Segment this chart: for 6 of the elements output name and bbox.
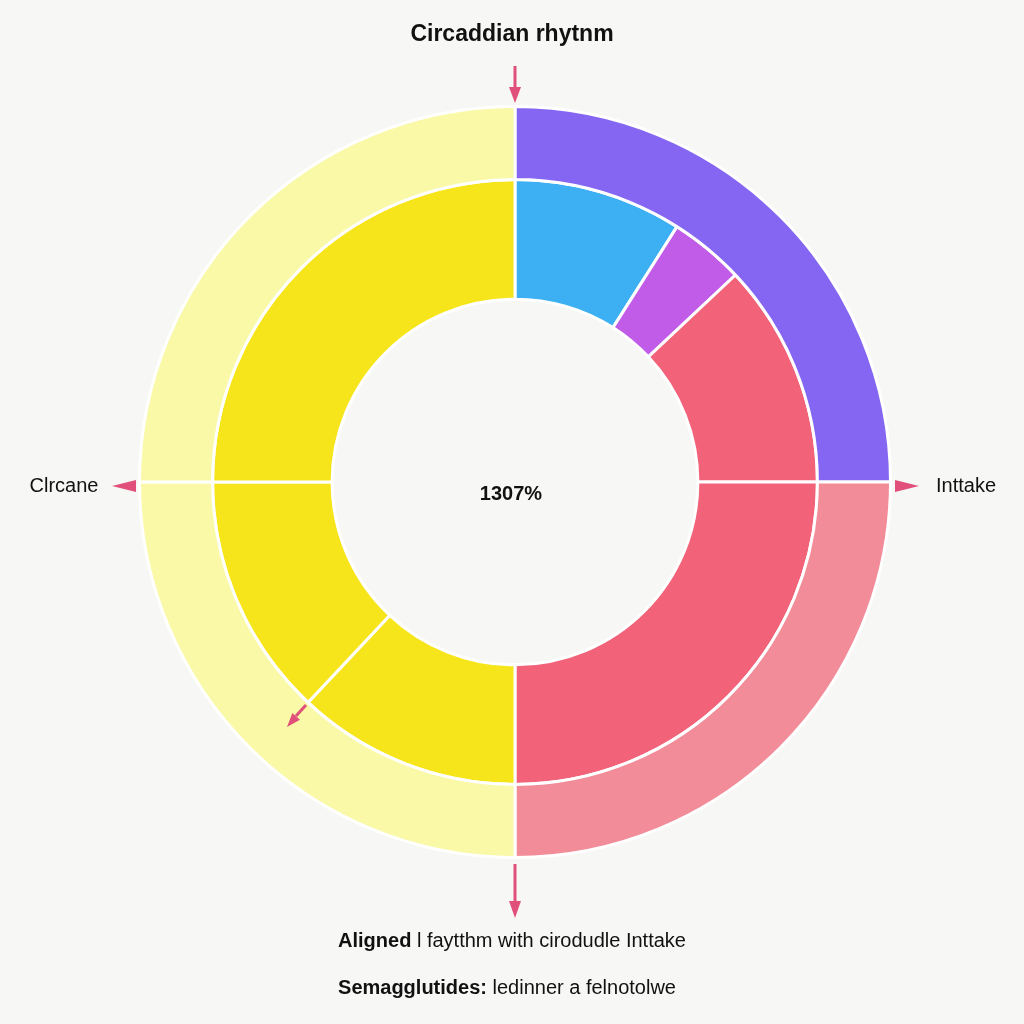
text: Clrcane xyxy=(29,473,99,496)
text: Aligned l faytthm with cirodudle Inttake xyxy=(338,928,686,951)
text: Semagglutides: ledinner a felnotolwe xyxy=(338,975,676,998)
text: 1307% xyxy=(479,481,543,504)
text: Inttake xyxy=(935,473,997,496)
chart-title: Circaddian rhytnm xyxy=(410,20,614,47)
